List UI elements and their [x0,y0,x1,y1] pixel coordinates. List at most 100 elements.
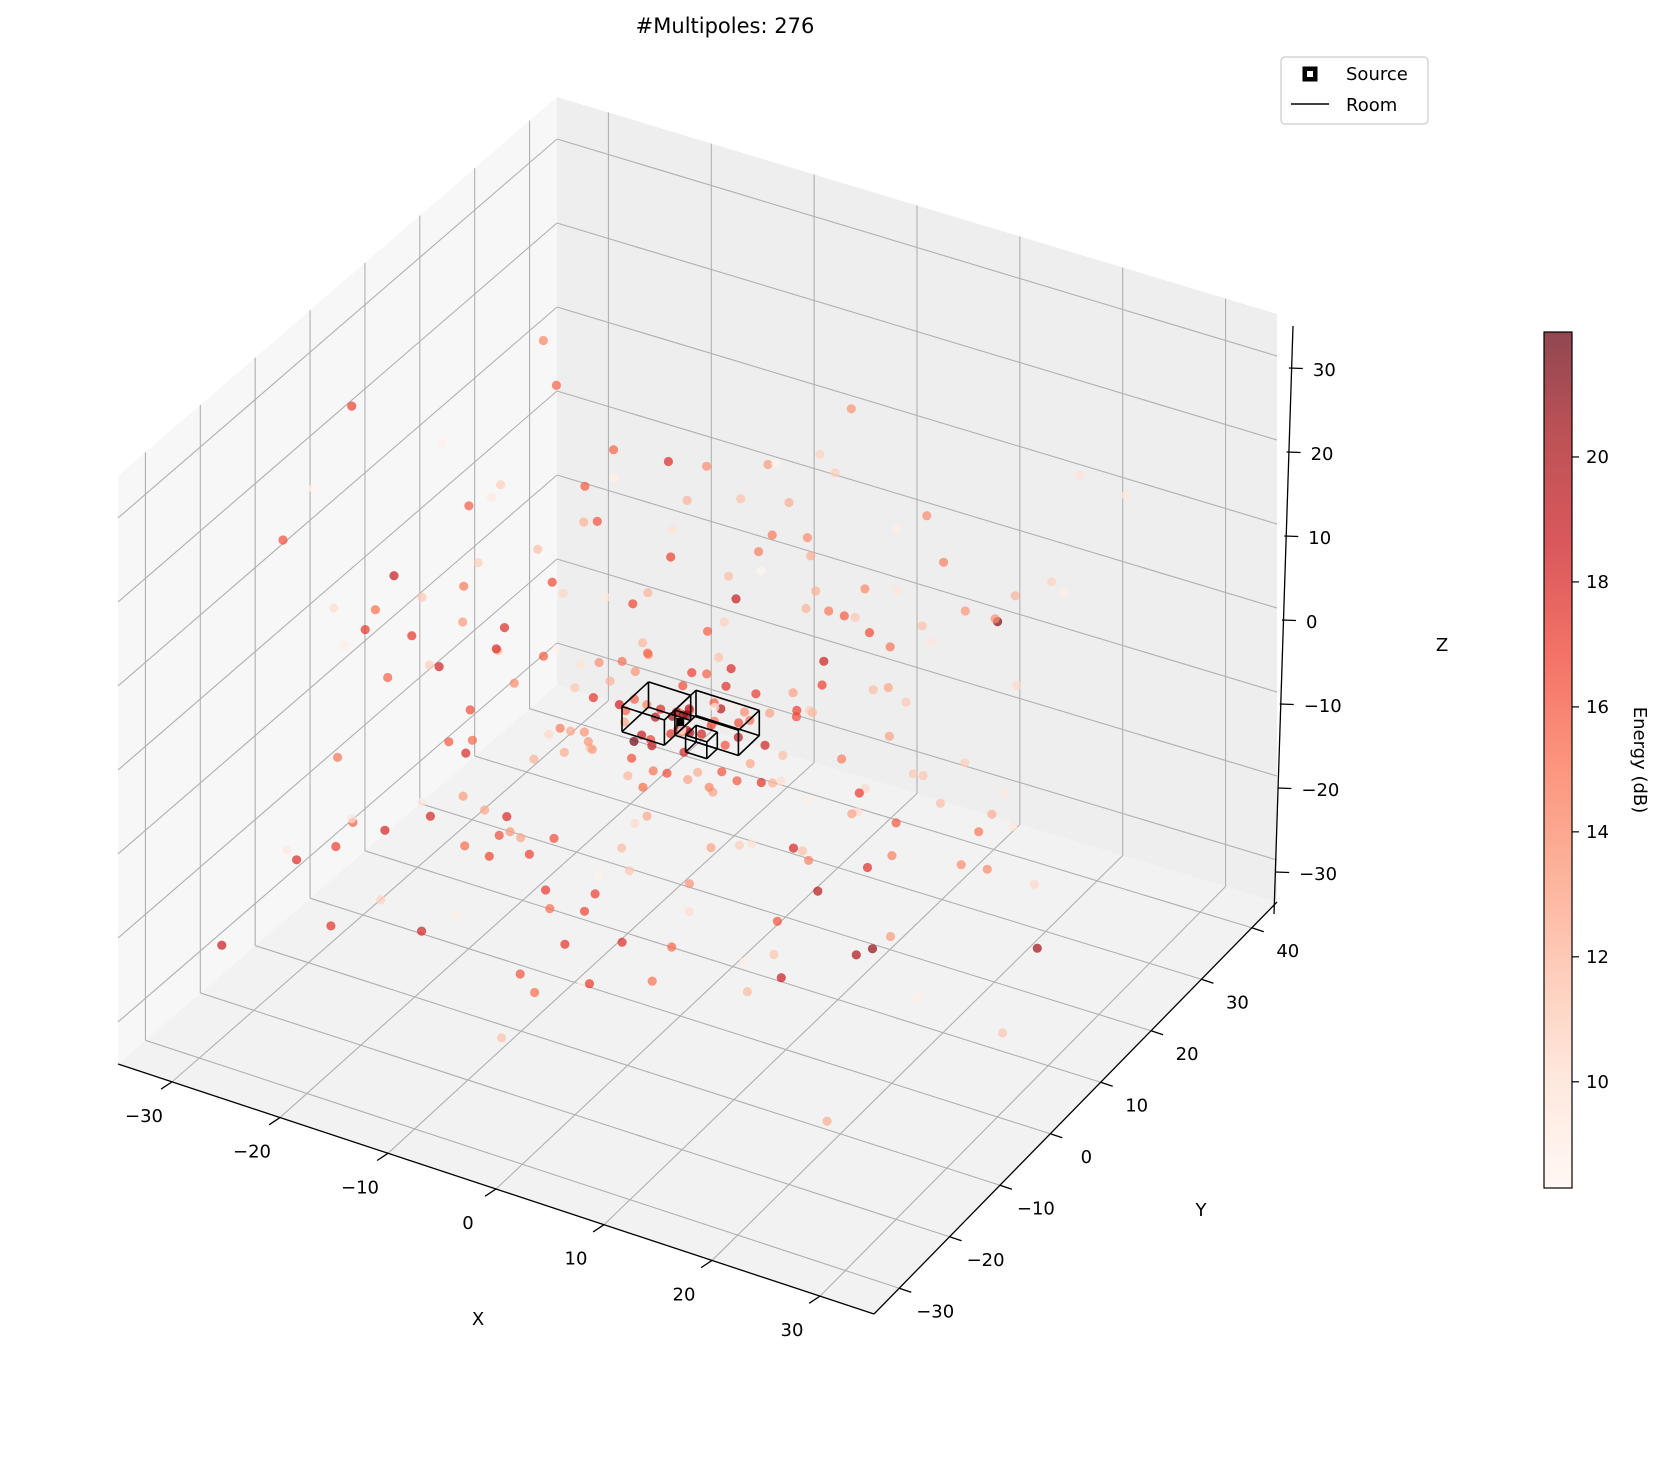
multipole-point [682,495,692,505]
x-tick-label: 10 [565,1249,588,1270]
multipole-point [587,744,598,755]
multipole-point [467,735,477,745]
multipole-point [647,976,657,986]
multipole-point [464,501,474,511]
multipole-point [541,885,551,895]
grid-line-x-floor [279,731,712,1118]
multipole-point [830,468,840,478]
multipole-point [714,652,724,663]
multipole-point [380,825,390,835]
multipole-point [407,631,417,641]
multipole-point [819,656,829,666]
multipole-point [1012,680,1022,691]
multipole-point [416,797,426,807]
multipole-point [533,544,543,554]
multipole-point [502,812,512,822]
multipole-point [918,771,928,781]
multipole-point [417,926,427,936]
grid-line-y-floor [474,755,1202,980]
multipole-point [884,731,895,741]
grid-line-z-back [556,642,1278,861]
multipole-point [370,605,380,615]
y-tick [1050,1133,1063,1139]
multipole-point [751,689,761,699]
multipole-point [745,759,755,769]
multipole-point [630,818,640,829]
axis-ticks: −30 −20 −10 0 10 20 30 −30 −20 −10 0 10 20 30 40 −30 −20… [125,360,1342,1341]
multipole-point [822,1116,832,1126]
y-tick [1201,978,1214,984]
multipole-point [638,782,648,792]
x-tick [376,1152,389,1162]
y-axis-line [873,901,1278,1315]
multipole-point [922,511,932,521]
multipole-point [974,827,984,837]
multipole-point [538,651,549,661]
multipole-point [329,603,339,613]
multipole-point [1000,788,1010,798]
z-tick [1277,787,1292,790]
multipole-point [558,588,568,598]
multipole-point [767,778,778,788]
multipole-point [824,606,834,616]
grid-line-z-left [117,390,558,771]
multipole-point [798,846,808,856]
z-tick [1286,451,1301,454]
multipole-point [347,401,357,411]
grid-line-y-floor [419,802,1152,1032]
multipole-point [547,577,557,587]
multipole-point [434,662,444,672]
multipole-point [912,992,922,1003]
multipole-point [605,676,615,686]
multipole-point [590,889,600,899]
multipole-point [788,688,798,698]
multipole-point [769,949,779,960]
multipole-point [847,809,857,819]
room-edge [706,731,718,743]
x-tick-label: 20 [673,1284,696,1305]
multipole-point [684,907,694,917]
grid-line-y-floor [145,1039,900,1289]
multipole-point [552,644,562,654]
y-tick-label: 0 [1081,1147,1092,1168]
multipole-point [776,776,786,786]
z-tick [1284,535,1299,538]
multipole-point [702,669,712,679]
multipole-point [593,871,603,882]
multipole-point [579,727,590,737]
multipole-point [496,480,506,490]
y-tick-label: 30 [1226,992,1249,1013]
multipole-point [417,592,427,602]
multipole-point [383,672,393,683]
multipole-point [292,855,302,865]
multipole-point [668,524,678,534]
multipole-point [860,584,870,594]
x-tick [268,1117,281,1126]
grid-line-x-floor [387,762,815,1154]
multipole-point [815,449,825,459]
z-tick [1288,367,1303,370]
multipole-point [624,866,635,876]
multipole-point [617,937,627,947]
multipole-point [667,942,677,952]
multipole-point [217,940,227,950]
multipole-point [891,523,901,533]
multipole-point [696,729,707,739]
multipole-point [1075,470,1085,480]
room-edge [737,735,760,757]
multipole-point [308,483,318,493]
room-edge [674,714,697,736]
multipole-point [868,685,878,695]
multipole-point [806,551,816,561]
z-tick-label: 20 [1311,444,1334,465]
multipole-point [756,566,766,576]
multipole-point [982,864,992,874]
multipole-point [551,380,562,390]
multipole-point [956,860,966,870]
colorbar-tick-label: 12 [1586,947,1609,968]
multipole-point [458,791,468,801]
multipole-point [754,547,764,557]
multipole-point [960,758,970,768]
room-edge [621,681,650,708]
y-tick [1150,1030,1164,1036]
